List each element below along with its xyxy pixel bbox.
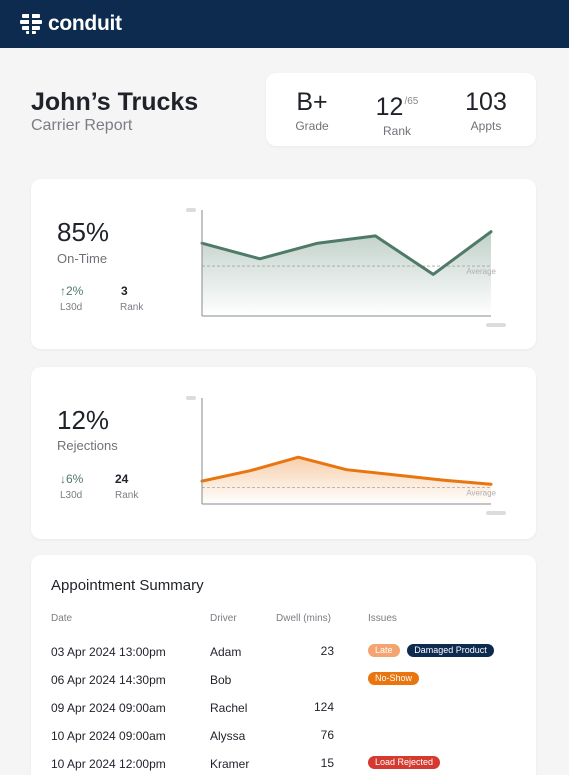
column-header-dwell: Dwell (mins) <box>276 613 331 624</box>
grade-stat: B+ Grade <box>294 87 330 133</box>
page-title: John’s Trucks <box>31 88 199 116</box>
appts-value: 103 <box>465 88 507 116</box>
series-line <box>200 230 493 276</box>
rejections-trend-chart: Average <box>186 396 506 515</box>
grade-label: Grade <box>295 119 329 133</box>
appointment-summary-title: Appointment Summary <box>51 577 204 594</box>
ontime-change: ↑2% <box>60 284 84 298</box>
rejections-rank: 24 <box>115 472 129 486</box>
ontime-label: On-Time <box>57 251 108 266</box>
row-driver: Alyssa <box>210 729 246 743</box>
row-dwell: 124 <box>313 700 334 714</box>
rejections-value: 12% <box>57 405 110 435</box>
x-axis-placeholder <box>486 511 506 515</box>
row-driver: Kramer <box>210 757 250 771</box>
rejections-change-label: L30d <box>60 490 83 501</box>
row-driver: Adam <box>210 645 242 659</box>
rejections-metric-card: 12% Rejections ↓6% L30d 24 Rank Average <box>31 367 536 539</box>
row-dwell: 76 <box>320 728 334 742</box>
row-driver: Rachel <box>210 701 248 715</box>
row-driver: Bob <box>210 673 232 687</box>
issue-badge: Load Rejected <box>368 756 441 769</box>
average-label: Average <box>466 488 496 497</box>
average-label: Average <box>466 267 496 276</box>
appointment-summary-card: Appointment Summary Date Driver Dwell (m… <box>31 555 536 775</box>
appts-label: Appts <box>470 119 502 133</box>
rejections-label: Rejections <box>57 438 118 453</box>
ontime-change-label: L30d <box>60 302 83 313</box>
row-dwell: 23 <box>320 644 334 658</box>
ontime-metric-card: 85% On-Time ↑2% L30d 3 Rank Average <box>31 179 536 349</box>
rank-value: 12 <box>375 93 404 121</box>
rank-stat: 12/65 Rank <box>370 87 424 138</box>
row-date: 10 Apr 2024 09:00am <box>51 729 166 743</box>
row-date: 10 Apr 2024 12:00pm <box>51 757 166 771</box>
y-axis-placeholder <box>186 208 196 212</box>
series-area <box>202 231 491 316</box>
rejections-change: ↓6% <box>60 472 84 486</box>
issue-badge: Late <box>368 644 400 657</box>
table-row[interactable]: 10 Apr 2024 12:00pm Kramer 15 Load Rejected <box>31 756 536 775</box>
column-header-date: Date <box>51 613 73 624</box>
ontime-rank: 3 <box>121 284 128 298</box>
conduit-logo-icon <box>20 14 42 34</box>
ontime-rank-label: Rank <box>120 302 144 313</box>
rank-total: /65 <box>404 96 419 107</box>
ontime-trend-chart: Average <box>186 208 506 327</box>
appts-stat: 103 Appts <box>460 87 512 133</box>
table-row[interactable]: 06 Apr 2024 14:30pm Bob No-Show <box>31 672 536 693</box>
series-area <box>202 457 491 504</box>
table-row[interactable]: 10 Apr 2024 09:00am Alyssa 76 <box>31 728 536 749</box>
row-date: 03 Apr 2024 13:00pm <box>51 645 166 659</box>
x-axis-placeholder <box>486 323 506 327</box>
app-logo[interactable]: conduit <box>20 12 122 36</box>
row-date: 06 Apr 2024 14:30pm <box>51 673 166 687</box>
page-subtitle: Carrier Report <box>31 117 133 134</box>
table-row[interactable]: 03 Apr 2024 13:00pm Adam 23 Late Damaged Pro… <box>31 644 536 665</box>
grade-value: B+ <box>296 88 328 116</box>
column-header-driver: Driver <box>210 613 237 624</box>
issue-badge: Damaged Product <box>407 644 494 657</box>
summary-stats-card: B+ Grade 12/65 Rank 103 Appts <box>266 73 536 146</box>
top-nav-bar: conduit <box>0 0 569 48</box>
rejections-rank-label: Rank <box>115 490 139 501</box>
table-row[interactable]: 09 Apr 2024 09:00am Rachel 124 <box>31 700 536 721</box>
rank-label: Rank <box>382 124 411 138</box>
row-date: 09 Apr 2024 09:00am <box>51 701 166 715</box>
logo-text: conduit <box>48 12 122 35</box>
issue-badge: No-Show <box>368 672 420 685</box>
row-dwell: 15 <box>320 756 334 770</box>
ontime-value: 85% <box>57 217 110 247</box>
y-axis-placeholder <box>186 396 196 400</box>
column-header-issues: Issues <box>368 613 397 624</box>
